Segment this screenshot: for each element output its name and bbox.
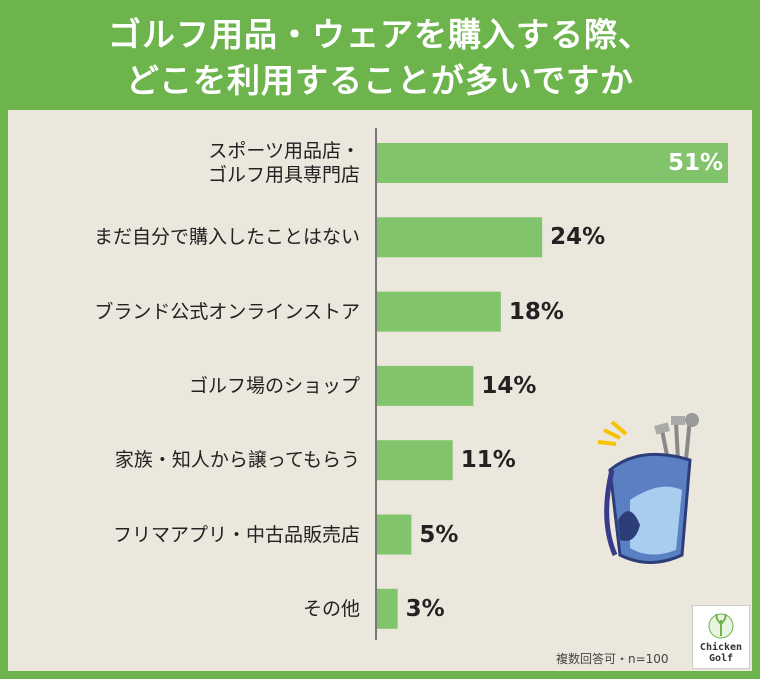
value-label: 51% — [668, 150, 724, 176]
value-label: 18% — [508, 298, 564, 325]
logo-text: Chicken Golf — [699, 642, 743, 664]
category-label: フリマアプリ・中古品販売店 — [112, 523, 360, 546]
bar — [377, 143, 728, 183]
value-label: 5% — [419, 521, 459, 548]
bar — [377, 365, 474, 406]
value-label: 3% — [405, 595, 445, 622]
bar — [377, 291, 501, 332]
category-label: ブランド公式オンラインストア — [94, 300, 360, 323]
value-label: 14% — [481, 372, 537, 399]
category-label: 家族・知人から譲ってもらう — [114, 449, 360, 472]
bar — [377, 440, 453, 481]
bar — [377, 514, 412, 555]
logo: Chicken Golf — [692, 605, 750, 669]
value-label: 24% — [550, 224, 606, 251]
chart-title: ゴルフ用品・ウェアを購入する際、 どこを利用することが多いですか — [108, 15, 652, 100]
bar — [377, 588, 398, 629]
category-label: その他 — [302, 597, 360, 620]
footnote: 複数回答可・n=100 — [556, 652, 669, 666]
golf-bag-illustration — [597, 413, 699, 564]
category-label: スポーツ用品店・ ゴルフ用具専門店 — [207, 140, 360, 186]
logo-icon — [708, 613, 734, 639]
bar — [377, 217, 543, 258]
category-label: まだ自分で購入したことはない — [93, 226, 360, 249]
value-label: 11% — [460, 447, 516, 474]
category-label: ゴルフ場のショップ — [188, 374, 360, 397]
